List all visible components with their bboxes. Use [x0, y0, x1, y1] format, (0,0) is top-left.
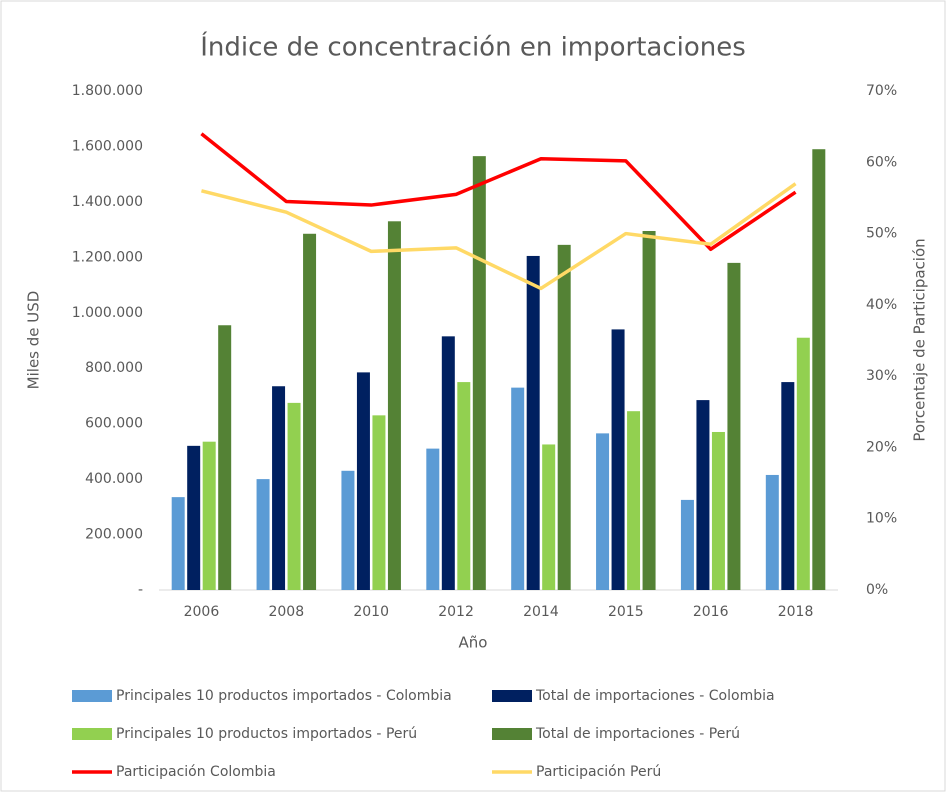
bar: [426, 448, 440, 590]
y2-tick-label: 40%: [866, 297, 897, 313]
bar: [727, 262, 741, 590]
legend-label: Principales 10 productos importados - Co…: [116, 688, 452, 704]
x-tick-label: 2008: [268, 604, 304, 620]
bar: [472, 156, 486, 590]
bar: [596, 433, 610, 590]
legend-swatch: [492, 728, 532, 740]
bar: [356, 372, 370, 590]
legend-swatch: [492, 690, 532, 702]
y-tick-label: 600.000: [85, 416, 143, 432]
bar: [303, 233, 317, 590]
bar: [218, 325, 232, 590]
y2-tick-label: 20%: [866, 439, 897, 455]
bar: [171, 497, 185, 590]
y-tick-label: 1.400.000: [72, 194, 143, 210]
bar: [680, 499, 694, 590]
bar: [642, 230, 656, 590]
y-tick-label: 200.000: [85, 527, 143, 543]
legend-label: Participación Colombia: [116, 764, 276, 780]
y2-axis-label: Porcentaje de Participación: [911, 238, 929, 441]
bar: [542, 444, 556, 590]
x-tick-label: 2014: [523, 604, 559, 620]
x-tick-label: 2016: [693, 604, 729, 620]
bar: [765, 474, 779, 590]
y2-tick-label: 70%: [866, 83, 897, 99]
y-tick-label: 400.000: [85, 471, 143, 487]
y-tick-label: 1.200.000: [72, 249, 143, 265]
bar: [287, 402, 301, 590]
y-tick-label: 1.000.000: [72, 305, 143, 321]
legend-label: Total de importaciones - Perú: [535, 726, 740, 742]
bar: [272, 386, 286, 590]
line: [201, 182, 797, 291]
legend-label: Participación Perú: [536, 764, 661, 780]
x-axis-label: Año: [459, 634, 488, 652]
bar: [187, 445, 201, 590]
bar: [441, 336, 455, 590]
bar: [341, 470, 355, 590]
bar: [387, 221, 401, 591]
bar: [457, 382, 471, 590]
x-tick-label: 2015: [608, 604, 644, 620]
x-tick-label: 2018: [778, 604, 814, 620]
y-tick-label: 800.000: [85, 360, 143, 376]
legend-label: Total de importaciones - Colombia: [535, 688, 775, 704]
y2-tick-label: 0%: [866, 582, 888, 598]
chart-title: Índice de concentración en importaciones: [200, 31, 746, 63]
bar: [796, 337, 810, 590]
y2-tick-label: 50%: [866, 226, 897, 242]
bar: [526, 255, 540, 591]
y-tick-label: 1.800.000: [72, 83, 143, 99]
bar: [627, 411, 641, 590]
legend-swatch: [72, 728, 112, 740]
bar: [781, 382, 795, 590]
bar: [812, 149, 826, 590]
line: [200, 132, 797, 252]
bar: [611, 329, 625, 590]
x-tick-label: 2010: [353, 604, 389, 620]
bar: [711, 431, 725, 590]
bar: [372, 415, 386, 590]
bar: [511, 387, 525, 590]
bar: [256, 479, 270, 590]
bar: [696, 400, 710, 590]
y-tick-label: -: [138, 582, 143, 598]
bar: [557, 244, 571, 590]
bar: [202, 441, 216, 590]
x-tick-label: 2006: [184, 604, 220, 620]
legend-label: Principales 10 productos importados - Pe…: [116, 726, 417, 742]
x-tick-label: 2012: [438, 604, 474, 620]
legend-swatch: [72, 690, 112, 702]
y2-tick-label: 10%: [866, 511, 897, 527]
y-axis-label: Miles de USD: [25, 291, 43, 390]
y2-tick-label: 60%: [866, 154, 897, 170]
y-tick-label: 1.600.000: [72, 138, 143, 154]
y2-tick-label: 30%: [866, 368, 897, 384]
